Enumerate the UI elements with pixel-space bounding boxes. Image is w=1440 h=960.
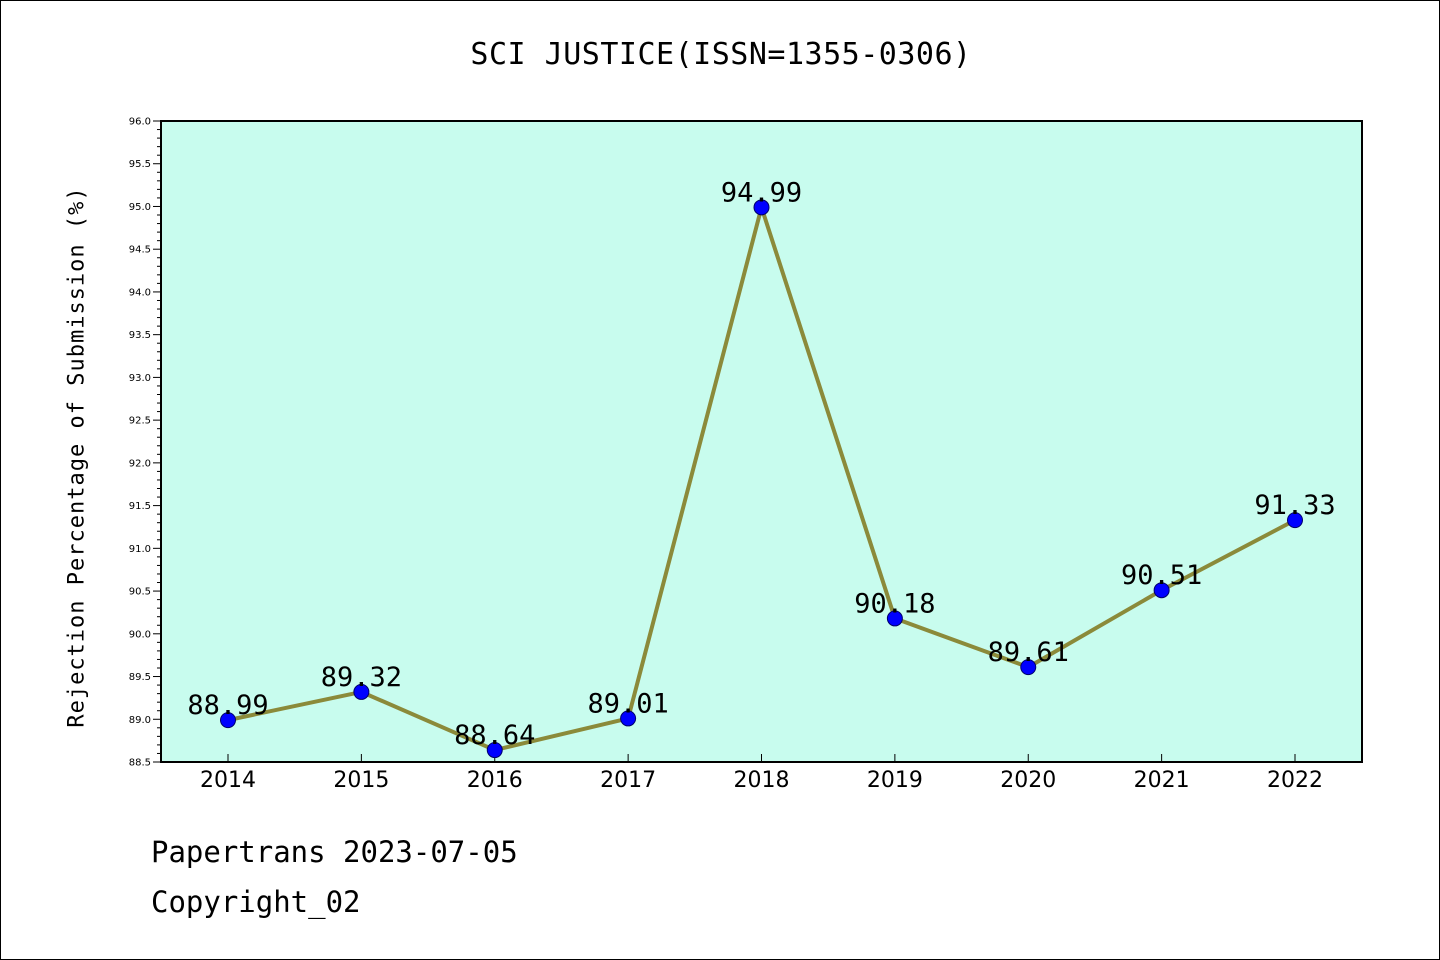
x-tick-label: 2020 (1000, 768, 1056, 793)
y-tick-label: 92.0 (129, 458, 151, 469)
data-label: 89.32 (321, 662, 402, 693)
y-tick-label: 89.5 (129, 672, 151, 683)
x-tick-label: 2016 (467, 768, 523, 793)
y-tick-label: 89.0 (129, 715, 151, 726)
data-point (486, 742, 503, 759)
x-tick-label: 2017 (600, 768, 656, 793)
data-label: 94.99 (721, 177, 802, 208)
data-point (753, 199, 770, 216)
y-tick-label: 95.5 (129, 159, 151, 170)
y-tick-label: 90.0 (129, 629, 151, 640)
plot-frame (160, 120, 1363, 763)
data-label: 88.99 (187, 690, 268, 721)
x-tick-label: 2018 (734, 768, 790, 793)
data-point (353, 683, 370, 700)
y-tick-label: 91.5 (129, 501, 151, 512)
data-point (886, 610, 903, 627)
chart-title: SCI JUSTICE(ISSN=1355-0306) (470, 37, 972, 72)
data-point (1020, 659, 1037, 676)
data-label: 90.51 (1121, 560, 1202, 591)
data-label: 88.64 (454, 720, 535, 751)
x-tick-label: 2014 (200, 768, 256, 793)
y-tick-label: 94.5 (129, 245, 151, 256)
data-point (220, 712, 236, 729)
y-tick-label: 95.0 (129, 202, 151, 213)
data-label: 89.61 (988, 637, 1069, 668)
footer-copyright: Copyright_02 (151, 885, 361, 919)
y-tick-label: 92.5 (129, 416, 151, 427)
data-point (620, 710, 637, 727)
x-tick-label: 2019 (867, 768, 923, 793)
y-tick-label: 93.0 (129, 373, 151, 384)
x-tick-label: 2015 (333, 768, 389, 793)
y-tick-label: 88.5 (129, 758, 151, 769)
y-tick-label: 90.5 (129, 587, 151, 598)
plot-area (161, 121, 1362, 762)
footer-date: Papertrans 2023-07-05 (151, 835, 518, 869)
y-tick-label: 96.0 (129, 117, 151, 128)
data-point (1287, 512, 1303, 529)
y-tick-label: 91.0 (129, 544, 151, 555)
x-tick-label: 2021 (1134, 768, 1190, 793)
data-label: 91.33 (1254, 490, 1335, 521)
y-tick-label: 94.0 (129, 287, 151, 298)
y-tick-label: 93.5 (129, 330, 151, 341)
data-label: 89.01 (587, 688, 668, 719)
data-label: 90.18 (854, 588, 935, 619)
data-point (1153, 582, 1170, 599)
x-tick-label: 2022 (1267, 768, 1323, 793)
